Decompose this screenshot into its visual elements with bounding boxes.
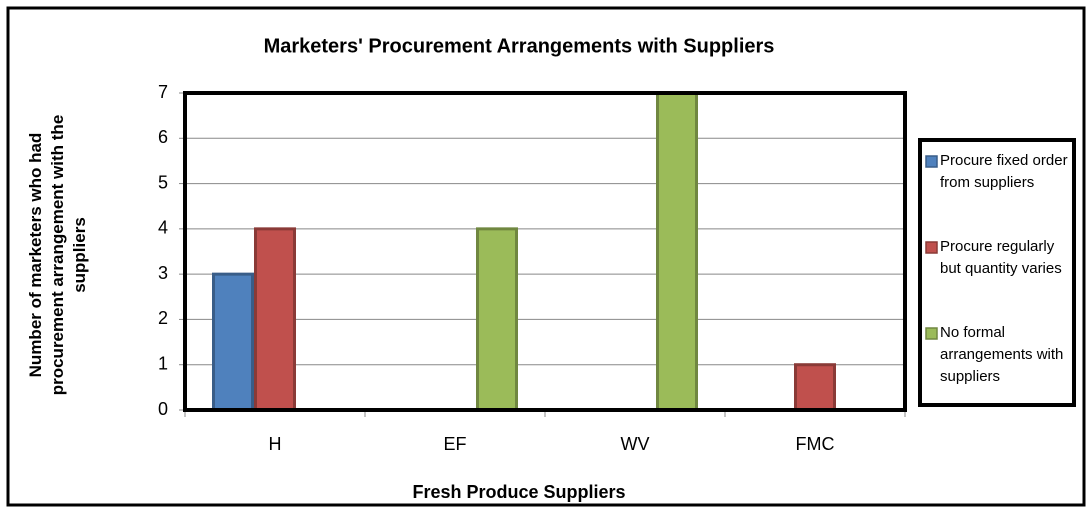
legend-box: [918, 138, 1076, 407]
x-tick-label: EF: [443, 434, 466, 454]
legend-swatch: [925, 155, 938, 168]
plot-border: [183, 91, 907, 412]
y-tick-label: 0: [158, 399, 168, 419]
y-tick-label: 1: [158, 353, 168, 373]
y-tick-label: 4: [158, 218, 168, 238]
y-tick-label: 6: [158, 127, 168, 147]
legend-swatch: [925, 327, 938, 340]
chart-title: Marketers' Procurement Arrangements with…: [264, 35, 775, 57]
legend-swatch: [925, 241, 938, 254]
legend-label: Procure regularly but quantity varies: [940, 238, 1062, 277]
bar: [212, 272, 254, 412]
x-axis-label: Fresh Produce Suppliers: [412, 482, 625, 502]
legend-label: Procure fixed order from suppliers: [940, 152, 1068, 191]
x-tick-label: H: [269, 434, 282, 454]
x-tick-label: WV: [621, 434, 650, 454]
bar: [794, 363, 836, 412]
bar: [476, 227, 518, 412]
y-tick-label: 2: [158, 308, 168, 328]
y-axis-label: Number of marketers who had procurement …: [26, 114, 89, 396]
y-tick-label: 7: [158, 82, 168, 102]
bar: [656, 91, 698, 412]
bar: [254, 227, 296, 412]
x-tick-label: FMC: [796, 434, 835, 454]
y-tick-label: 3: [158, 263, 168, 283]
y-tick-label: 5: [158, 172, 168, 192]
legend-label: No formal arrangements with suppliers: [940, 324, 1064, 385]
